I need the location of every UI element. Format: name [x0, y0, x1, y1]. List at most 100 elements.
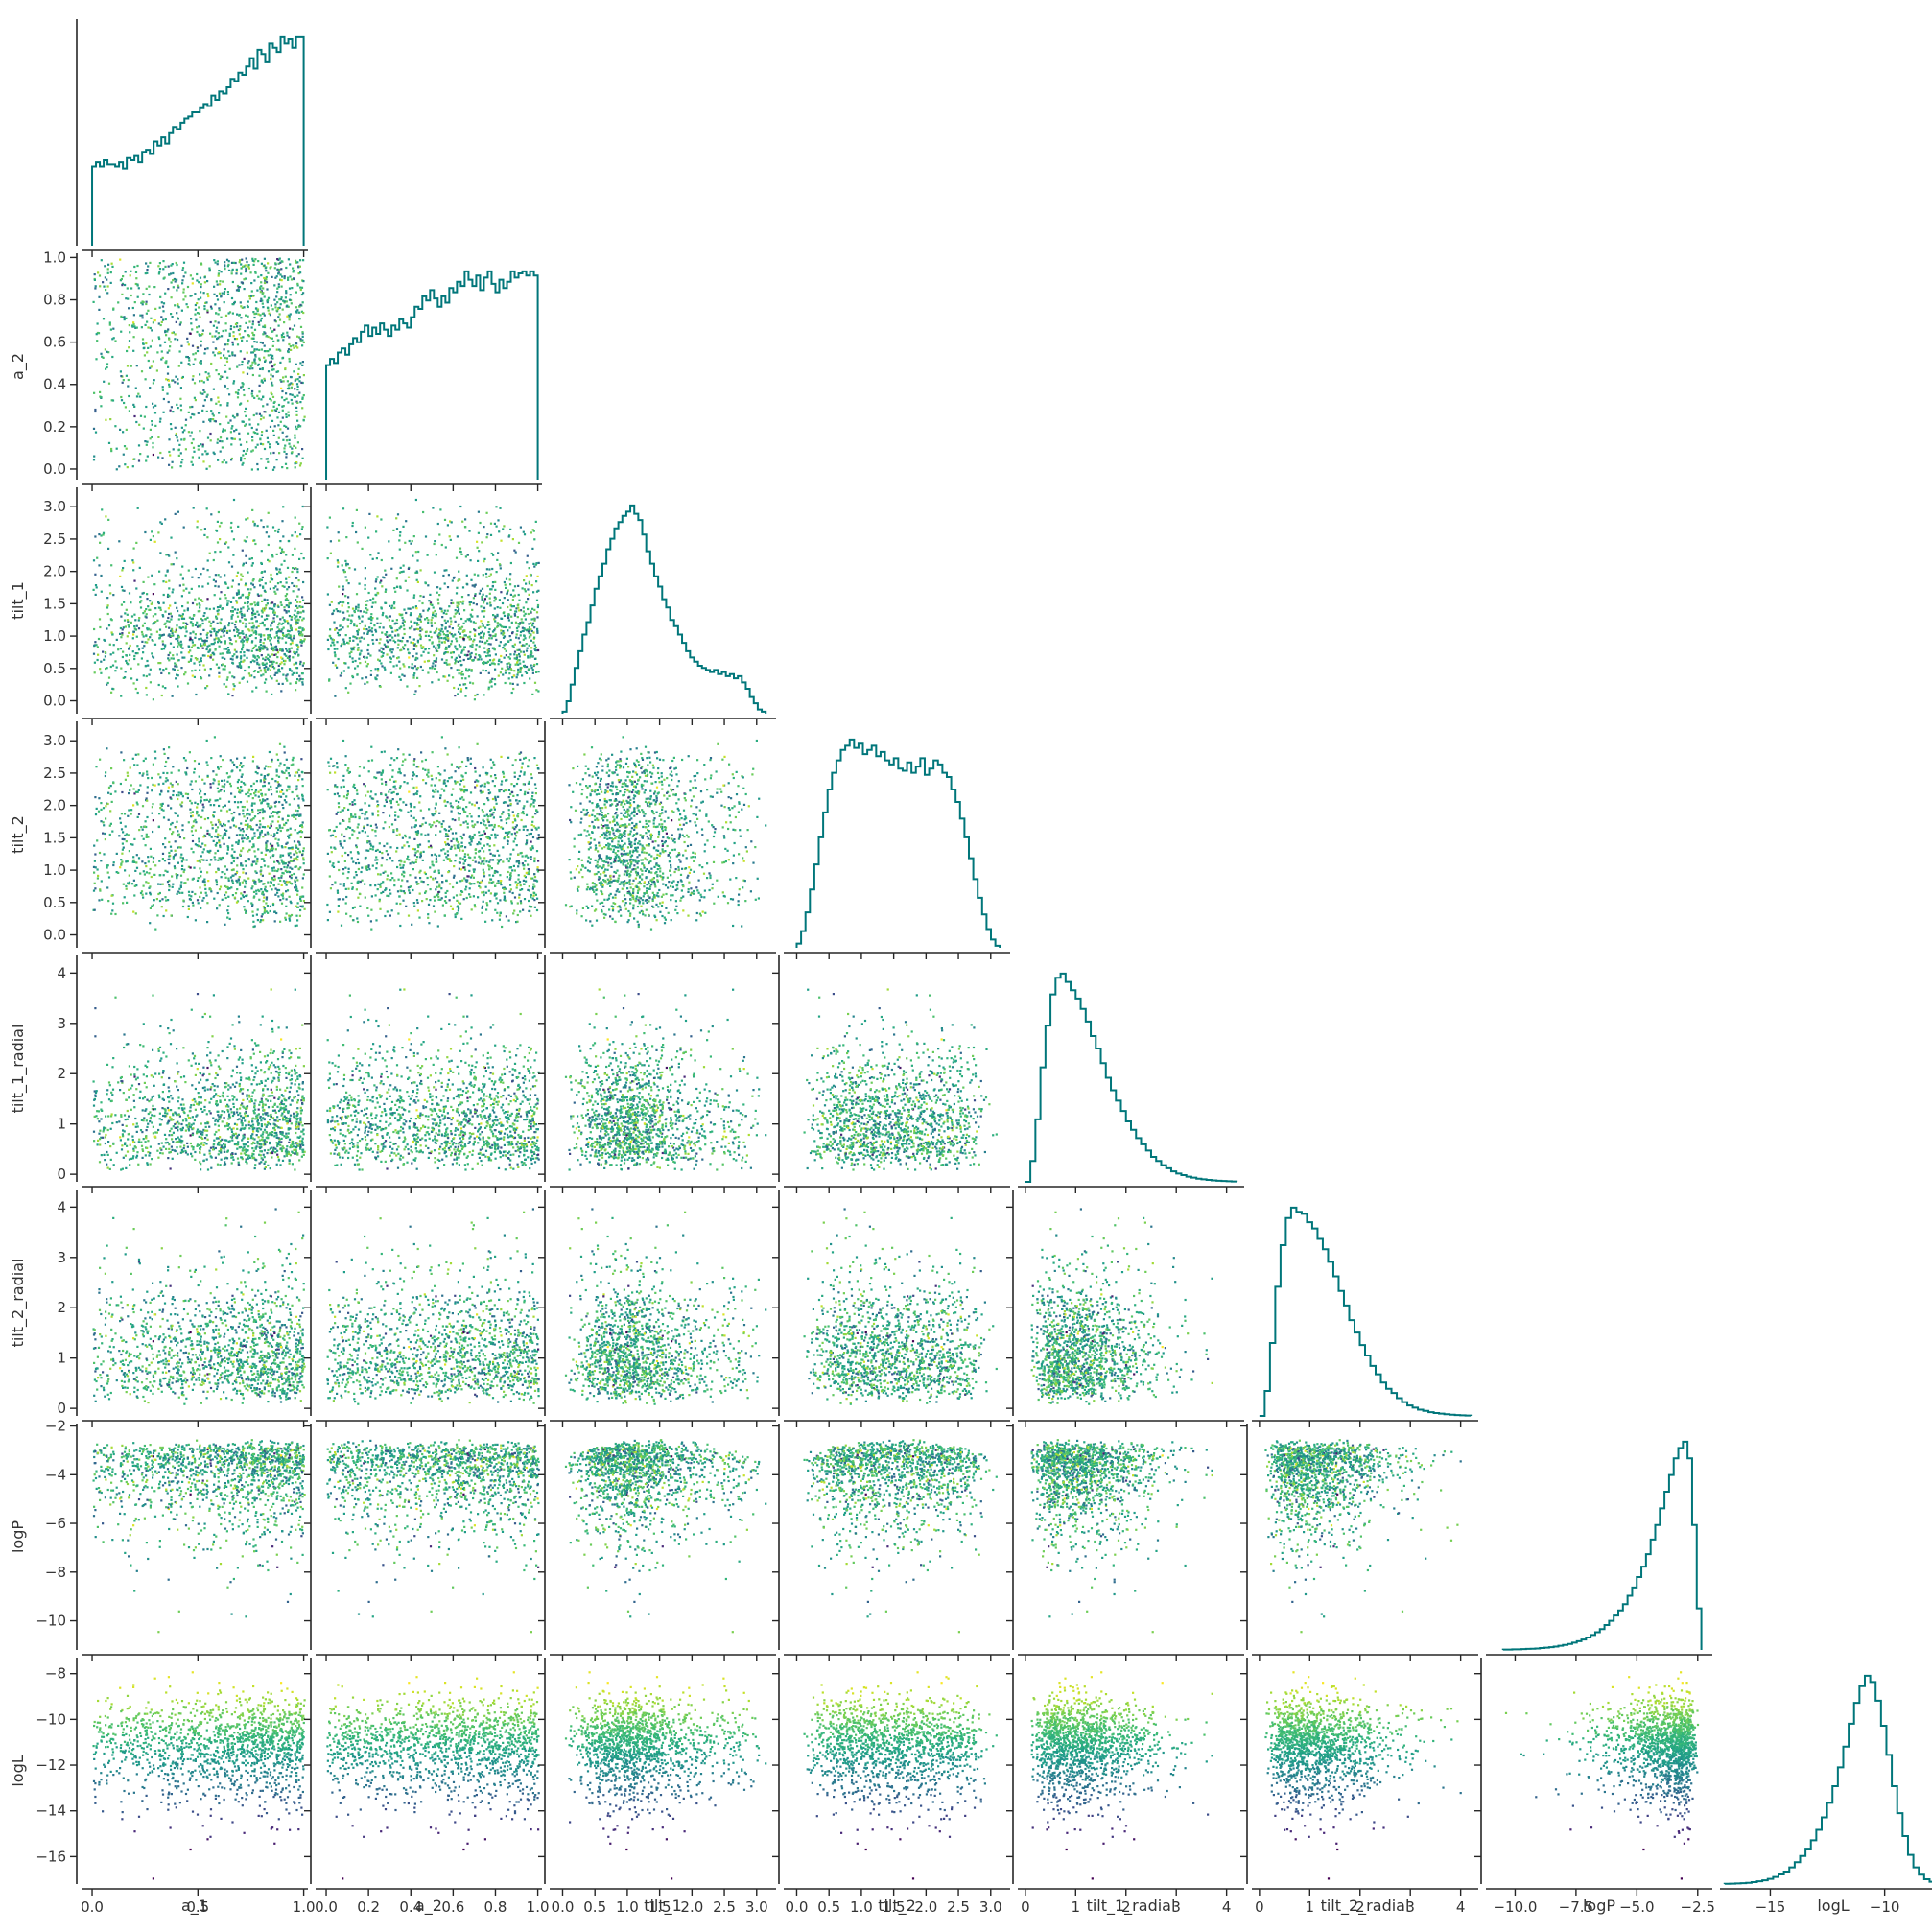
scatter-point: [254, 356, 256, 358]
scatter-point: [250, 282, 252, 284]
scatter-point: [122, 275, 124, 277]
scatter-point: [278, 452, 280, 454]
scatter-point: [286, 588, 288, 590]
scatter-point: [348, 606, 350, 608]
y-tick-label: 1.0: [43, 248, 66, 266]
scatter-point: [347, 610, 349, 612]
scatter-point: [281, 275, 283, 277]
scatter-point: [214, 320, 216, 322]
scatter-point: [264, 265, 266, 267]
scatter-point: [295, 610, 296, 612]
scatter-point: [410, 642, 412, 644]
scatter-point: [303, 419, 305, 421]
scatter-point: [484, 642, 486, 644]
scatter-point: [264, 619, 266, 621]
scatter-point: [463, 659, 465, 661]
scatter-point: [198, 577, 200, 578]
scatter-point: [202, 648, 204, 649]
scatter-point: [245, 634, 247, 636]
scatter-point: [404, 675, 406, 677]
scatter-point: [168, 659, 170, 661]
scatter-point: [511, 622, 513, 624]
scatter-point: [125, 671, 127, 672]
scatter-point: [133, 548, 135, 550]
scatter-point: [246, 657, 247, 659]
scatter-point: [377, 670, 379, 671]
scatter-point: [278, 283, 280, 285]
scatter-point: [508, 662, 510, 664]
scatter-point: [172, 379, 174, 381]
scatter-point: [94, 574, 96, 576]
scatter-point: [164, 687, 166, 689]
scatter-point: [203, 391, 205, 393]
scatter-point: [496, 571, 498, 573]
scatter-point: [136, 625, 138, 627]
scatter-point: [174, 381, 176, 383]
scatter-point: [149, 387, 151, 389]
scatter-point: [259, 413, 261, 415]
scatter-point: [526, 643, 528, 645]
scatter-point: [513, 653, 515, 655]
scatter-point: [303, 662, 305, 664]
scatter-point: [382, 577, 384, 578]
scatter-point: [171, 563, 173, 565]
scatter-point: [486, 568, 488, 570]
scatter-point: [265, 270, 267, 271]
scatter-point: [121, 586, 123, 588]
scatter-point: [107, 613, 109, 615]
scatter-point: [412, 540, 413, 542]
scatter-point: [200, 286, 201, 288]
scatter-point: [159, 418, 161, 420]
scatter-point: [116, 667, 118, 669]
scatter-point: [498, 530, 500, 532]
scatter-point: [248, 360, 250, 362]
scatter-point: [264, 638, 266, 640]
scatter-point: [489, 598, 491, 600]
scatter-point: [213, 579, 215, 581]
scatter-point: [217, 263, 219, 265]
scatter-point: [135, 277, 137, 279]
scatter-point: [488, 637, 490, 639]
scatter-point: [399, 531, 401, 533]
scatter-point: [137, 663, 139, 665]
scatter-point: [194, 382, 196, 384]
scatter-point: [379, 638, 381, 640]
scatter-point: [354, 668, 356, 670]
scatter-point: [195, 568, 197, 570]
scatter-point: [181, 605, 183, 607]
scatter-point: [181, 595, 183, 597]
scatter-point: [517, 684, 519, 686]
scatter-point: [232, 343, 234, 345]
scatter-point: [518, 600, 520, 601]
scatter-point: [431, 642, 433, 644]
scatter-point: [133, 266, 135, 268]
scatter-point: [299, 376, 301, 378]
scatter-point: [273, 614, 275, 616]
scatter-point: [129, 592, 130, 594]
scatter-point: [223, 668, 224, 670]
scatter-point: [194, 599, 196, 601]
scatter-point: [162, 614, 164, 616]
scatter-point: [251, 427, 253, 429]
scatter-point: [191, 328, 193, 330]
scatter-point: [263, 609, 265, 611]
scatter-point: [194, 293, 196, 295]
scatter-point: [154, 319, 156, 321]
scatter-point: [523, 579, 525, 581]
scatter-point: [224, 348, 225, 350]
scatter-point: [520, 667, 522, 669]
scatter-point: [119, 576, 121, 577]
scatter-point: [200, 392, 201, 394]
scatter-point: [211, 308, 213, 310]
scatter-point: [176, 289, 177, 291]
scatter-point: [263, 526, 265, 528]
scatter-point: [187, 306, 189, 308]
scatter-point: [228, 270, 230, 271]
scatter-point: [258, 358, 260, 360]
scatter-point: [137, 393, 139, 395]
scatter-point: [464, 647, 466, 648]
scatter-point: [258, 324, 260, 326]
scatter-point: [276, 275, 278, 277]
scatter-point: [344, 560, 346, 562]
scatter-point: [167, 328, 169, 330]
